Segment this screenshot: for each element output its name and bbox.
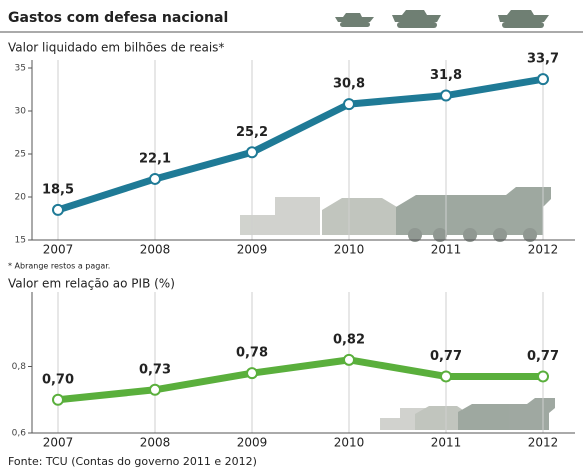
y-tick-label: 35 (15, 64, 26, 74)
value-label: 0,77 (527, 349, 559, 364)
data-point (246, 367, 258, 380)
value-label: 22,1 (139, 151, 171, 166)
y-tick-label: 30 (15, 107, 27, 117)
x-tick-label: 2008 (140, 243, 171, 257)
y-tick-label: 20 (15, 193, 27, 203)
data-line (57, 356, 543, 404)
x-tick-label: 2009 (237, 243, 268, 257)
data-point (149, 383, 161, 396)
data-point (149, 172, 161, 185)
x-tick-label: 2010 (334, 436, 365, 450)
footnote: * Abrange restos a pagar. (8, 262, 110, 271)
value-label: 25,2 (236, 125, 268, 140)
data-point (537, 73, 549, 86)
data-point (343, 98, 355, 111)
x-tick-label: 2010 (334, 243, 365, 257)
x-tick-label: 2009 (237, 436, 268, 450)
vehicle-illustration-top (240, 187, 551, 242)
x-tick-label: 2011 (431, 243, 462, 257)
page-title: Gastos com defesa nacional (8, 10, 228, 26)
x-tick-label: 2007 (43, 243, 74, 257)
data-point (52, 393, 64, 406)
data-point (440, 370, 452, 383)
value-label: 0,82 (333, 332, 365, 347)
chart-subtitle: Valor em relação ao PIB (%) (8, 277, 175, 291)
value-label: 0,78 (236, 346, 268, 361)
data-point (52, 203, 64, 216)
value-label: 18,5 (42, 182, 74, 197)
y-tick-label: 25 (15, 150, 26, 160)
data-line (56, 75, 544, 214)
x-tick-label: 2008 (140, 436, 171, 450)
value-label: 0,77 (430, 349, 462, 364)
chart-subtitle: Valor liquidado em bilhões de reais* (8, 41, 224, 55)
x-tick-label: 2007 (43, 436, 74, 450)
y-tick-label: 0,8 (12, 362, 27, 372)
vehicle-illustration-bottom (380, 398, 555, 430)
x-tick-label: 2012 (528, 436, 559, 450)
data-point (343, 353, 355, 366)
x-tick-label: 2011 (431, 436, 462, 450)
x-tick-label: 2012 (528, 243, 559, 257)
value-label: 0,73 (139, 362, 171, 377)
value-label: 31,8 (430, 68, 462, 83)
value-label: 33,7 (527, 52, 559, 67)
data-point (537, 370, 549, 383)
y-tick-label: 0,6 (12, 429, 27, 439)
source: Fonte: TCU (Contas do governo 2011 e 201… (8, 455, 257, 468)
value-label: 0,70 (42, 372, 74, 387)
value-label: 30,8 (333, 77, 365, 92)
y-tick-label: 15 (15, 236, 26, 246)
tank-icons (335, 10, 549, 28)
data-point (246, 146, 258, 159)
data-point (440, 89, 452, 102)
